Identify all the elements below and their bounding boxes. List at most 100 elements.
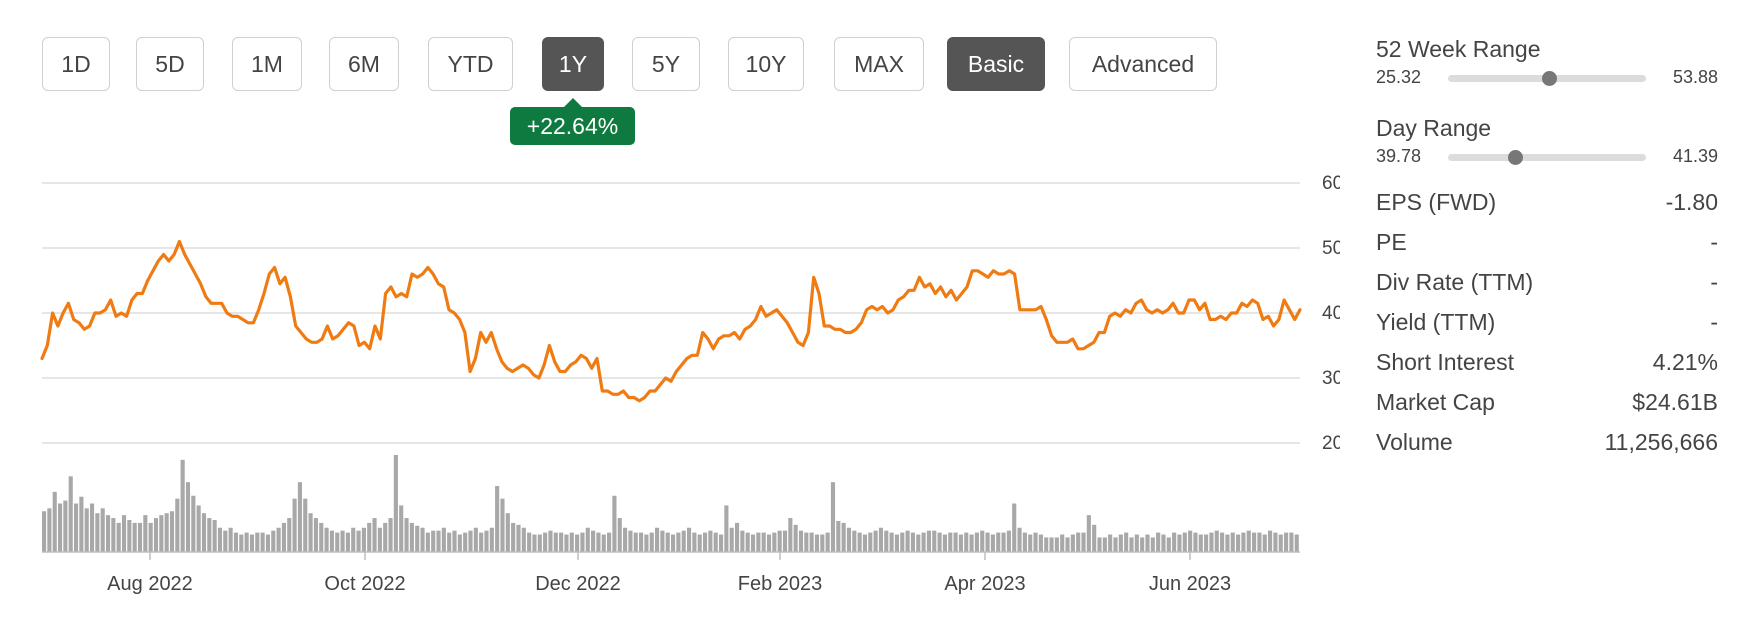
volume-bar: [89, 503, 95, 552]
volume-bar: [857, 532, 862, 552]
volume-bar: [937, 532, 942, 552]
range-button-1d[interactable]: 1D: [42, 37, 110, 91]
volume-bar: [1188, 530, 1193, 552]
range-button-1m[interactable]: 1M: [232, 37, 302, 91]
volume-bar: [329, 530, 334, 552]
volume-bar: [1289, 532, 1294, 552]
volume-bar: [1262, 534, 1267, 552]
x-tick-label: Oct 2022: [324, 573, 405, 595]
volume-bar: [527, 532, 532, 552]
volume-bar: [345, 532, 350, 552]
volume-bar: [916, 534, 921, 552]
volume-bar: [303, 498, 308, 552]
day-range-label: Day Range: [1376, 115, 1492, 141]
volume-bar: [1161, 534, 1166, 552]
range-button-6m[interactable]: 6M: [329, 37, 399, 91]
stat-value: -: [1710, 228, 1718, 255]
stat-label: Volume: [1376, 428, 1453, 455]
volume-bar: [393, 455, 398, 552]
volume-bar: [42, 511, 47, 552]
day-range-track: [1448, 150, 1646, 165]
volume-bar: [57, 503, 63, 552]
range-button-5d[interactable]: 5D: [136, 37, 204, 91]
x-tick-label: Apr 2023: [944, 573, 1025, 595]
volume-bar: [281, 522, 286, 552]
stat-row-short-interest: Short Interest 4.21%: [1376, 342, 1718, 382]
volume-bar: [361, 527, 366, 552]
volume-bar: [447, 532, 452, 552]
volume-bar: [500, 498, 505, 552]
chart-gridlines: [42, 182, 1300, 444]
stat-row-yield: Yield (TTM) -: [1376, 302, 1718, 342]
range-button-5y[interactable]: 5Y: [632, 37, 700, 91]
volume-bar: [1294, 534, 1299, 552]
volume-bar: [276, 527, 281, 552]
volume-bar: [639, 532, 644, 552]
y-axis-ticks: 60 50 40 30 20: [1322, 173, 1340, 454]
mode-button-advanced[interactable]: Advanced: [1069, 37, 1217, 91]
volume-bar: [1054, 537, 1059, 552]
volume-bar: [495, 486, 500, 552]
volume-bar: [47, 508, 52, 552]
range-button-10y[interactable]: 10Y: [728, 37, 804, 91]
volume-bar: [1070, 534, 1075, 552]
price-chart: 60 50 40 30 20 Aug 2022 Oct 2022 Dec 2022 Feb 2…: [40, 173, 1340, 595]
volume-bar: [740, 530, 745, 552]
week52-low: 25.32: [1376, 67, 1422, 87]
week52-high: 53.88: [1672, 67, 1718, 87]
volume-bar: [788, 518, 793, 552]
volume-bar: [628, 530, 633, 552]
volume-bar: [1049, 537, 1054, 552]
volume-bar: [335, 532, 340, 552]
range-button-max[interactable]: MAX: [834, 37, 924, 91]
volume-bar: [441, 527, 446, 552]
volume-bar: [559, 532, 564, 552]
volume-bar: [367, 522, 372, 552]
stat-label: Market Cap: [1376, 388, 1495, 415]
volume-bar: [1246, 530, 1251, 552]
volume-bar: [191, 495, 196, 552]
volume-bar: [1230, 532, 1235, 552]
volume-bar: [537, 534, 542, 552]
volume-bar: [100, 508, 105, 552]
volume-bar: [1113, 537, 1118, 552]
volume-bar: [825, 532, 830, 552]
stat-row-eps-fwd: EPS (FWD) -1.80: [1376, 182, 1718, 222]
day-range: 39.78 41.39: [1376, 144, 1718, 170]
volume-bar: [249, 534, 255, 552]
volume-bar: [702, 532, 708, 552]
period-change-badge: +22.64%: [510, 98, 635, 145]
volume-bar: [420, 527, 425, 552]
mode-button-basic[interactable]: Basic: [947, 37, 1045, 91]
volume-bar: [948, 532, 953, 552]
volume-bar: [804, 532, 809, 552]
volume-bar: [399, 505, 404, 552]
x-axis-ticks: Aug 2022 Oct 2022 Dec 2022 Feb 2023 Apr 2023…: [107, 552, 1231, 595]
volume-bar: [921, 532, 926, 552]
volume-bar: [910, 532, 915, 552]
volume-bar: [793, 524, 798, 552]
volume-bar: [1134, 534, 1139, 552]
volume-bar: [591, 530, 596, 552]
volume-bar: [217, 527, 223, 552]
volume-bar: [873, 530, 878, 552]
volume-bar: [724, 505, 729, 552]
range-button-ytd[interactable]: YTD: [428, 37, 513, 91]
day-range-marker: [1508, 150, 1524, 165]
range-button-1y[interactable]: 1Y: [542, 37, 604, 91]
x-tick-label: Feb 2023: [738, 573, 823, 595]
volume-bar: [127, 519, 132, 552]
volume-bar: [926, 530, 931, 552]
week52-range: 25.32 53.88: [1376, 65, 1718, 91]
volume-bar: [1092, 524, 1097, 552]
volume-bar: [718, 534, 724, 552]
volume-bar: [463, 532, 468, 552]
volume-bar: [1252, 532, 1257, 552]
volume-bar: [1017, 527, 1022, 552]
volume-bar: [324, 527, 329, 552]
volume-bar: [1198, 534, 1203, 552]
volume-bar: [1225, 534, 1230, 552]
volume-bar: [1086, 515, 1091, 552]
volume-bar: [239, 534, 244, 552]
volume-bar: [79, 496, 84, 552]
